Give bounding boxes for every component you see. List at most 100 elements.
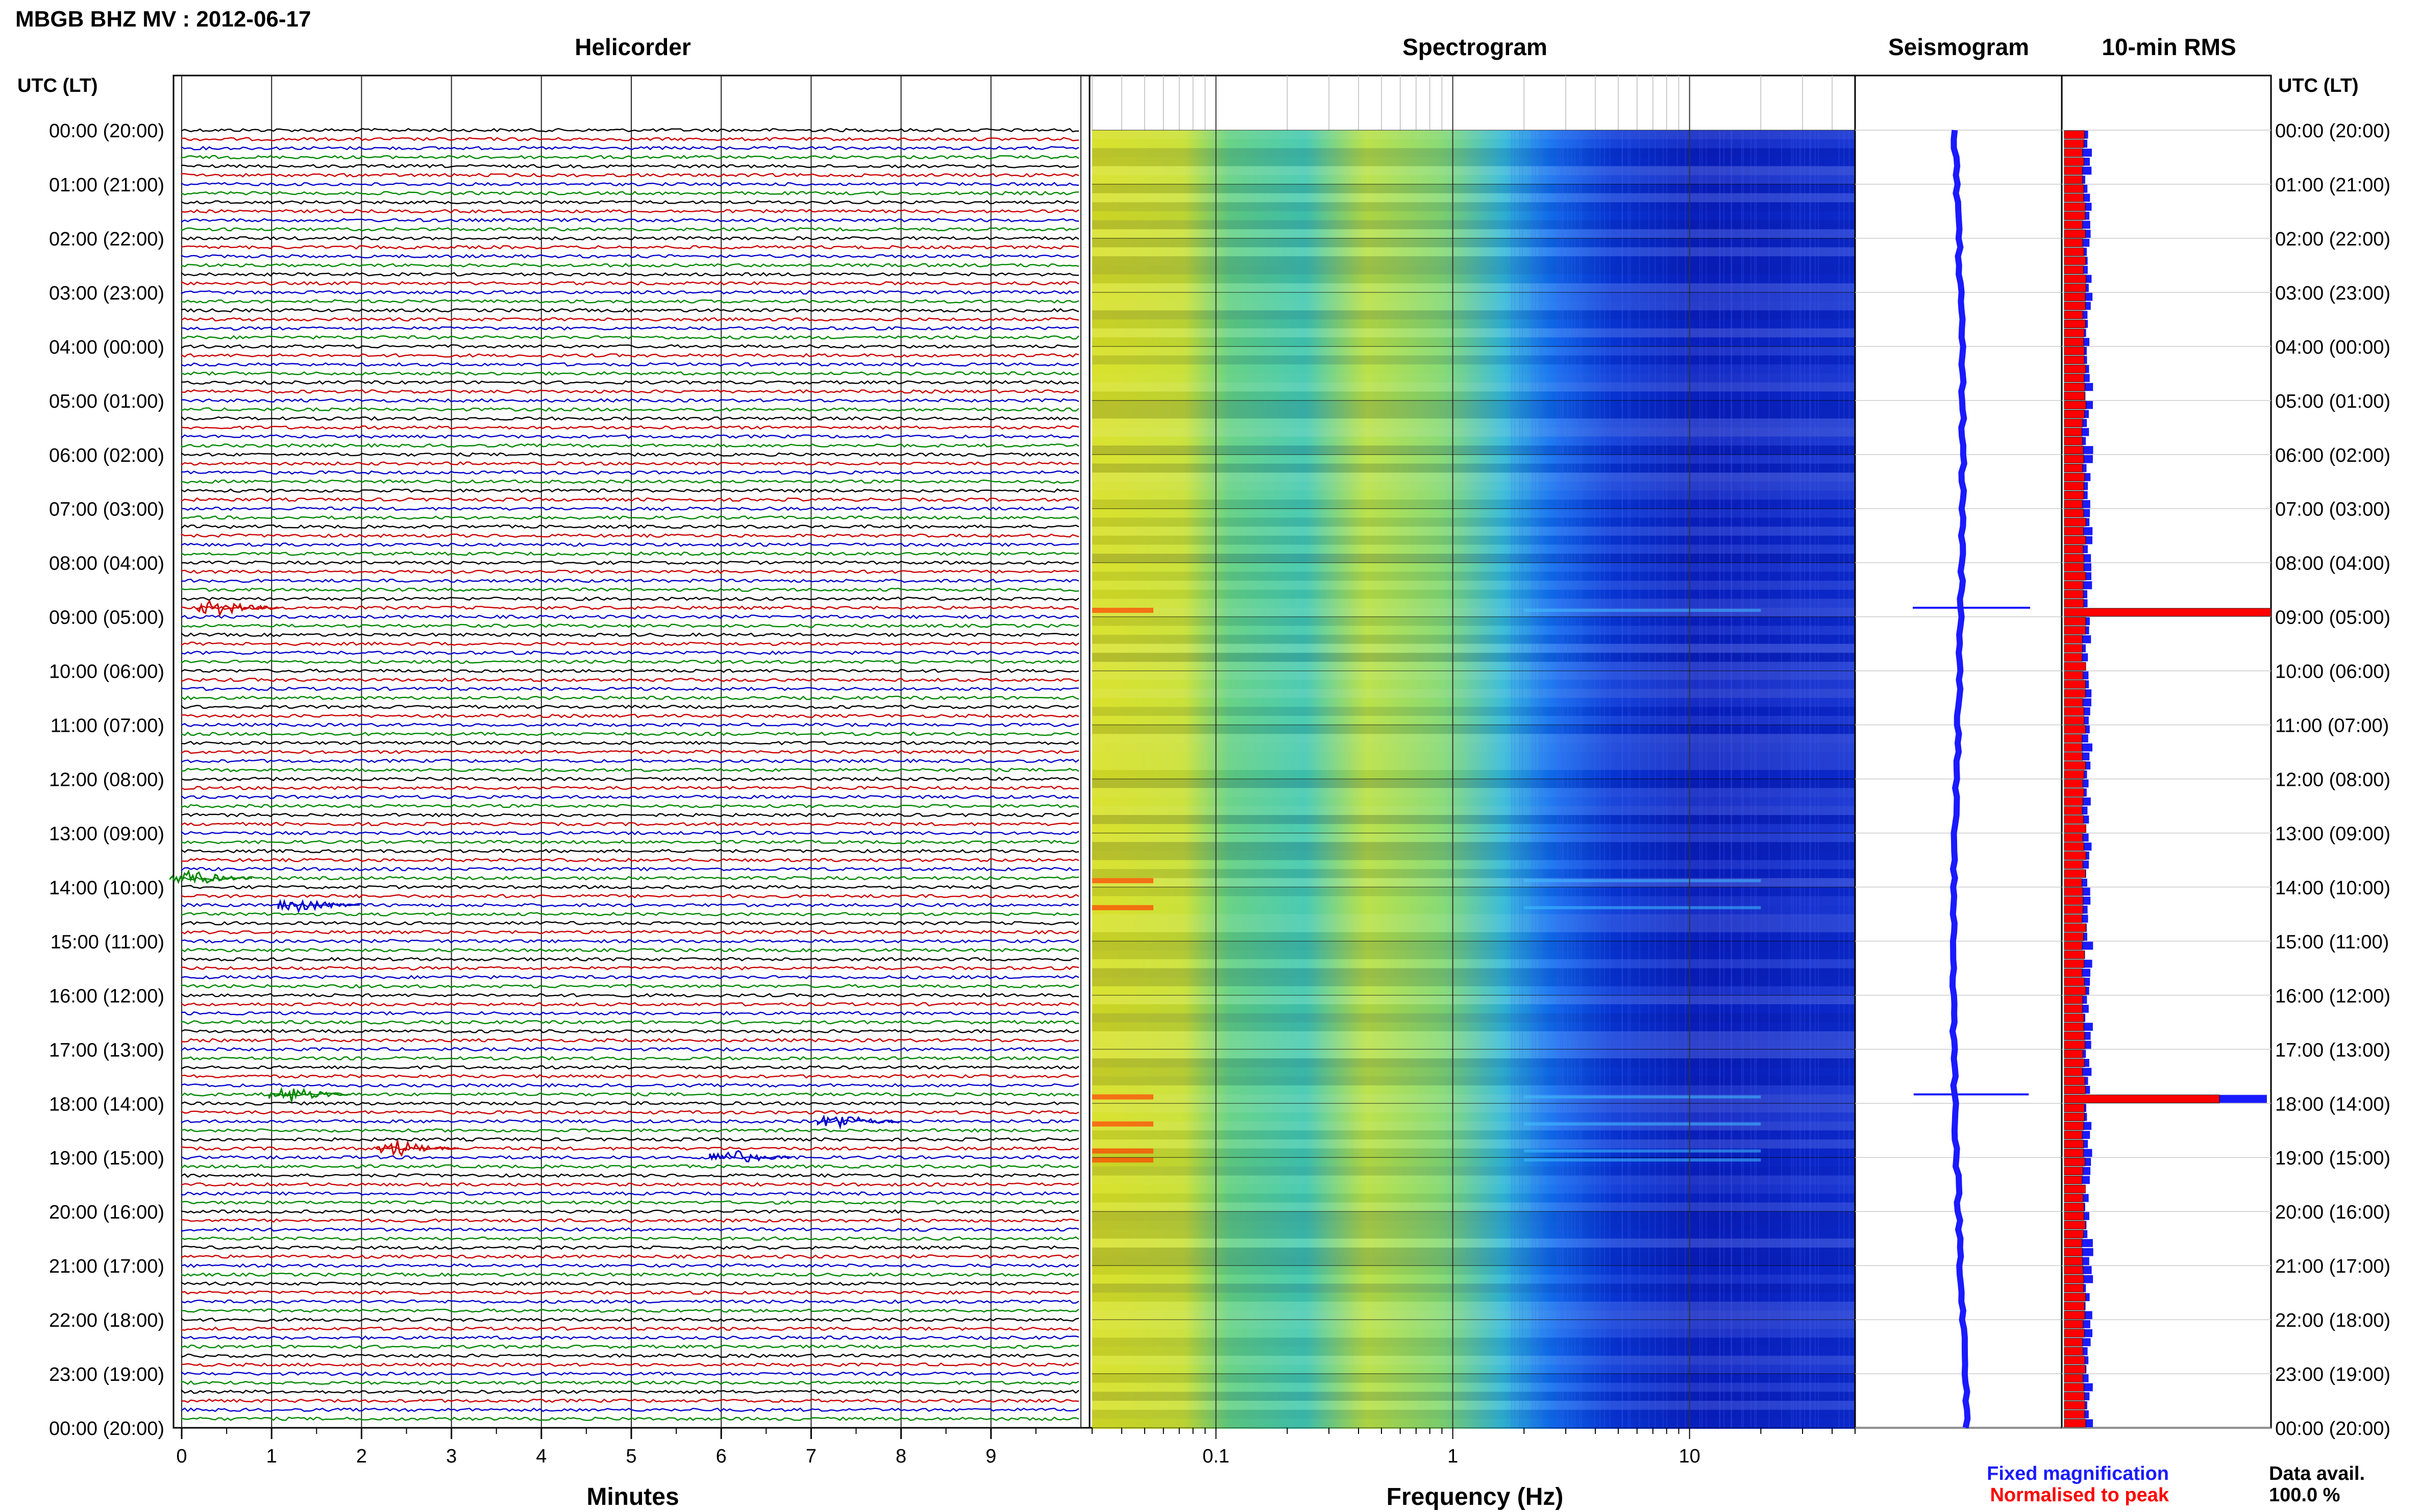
frequency-axis: 0.1 1 10	[1202, 1446, 1700, 1467]
helicorder-trace	[181, 740, 1079, 746]
spectrogram-row	[1092, 1013, 1855, 1023]
rms-bar-normalised	[2064, 914, 2083, 923]
helicorder-trace	[181, 1155, 1079, 1160]
panel-title-seismogram: Seismogram	[1888, 34, 2029, 60]
helicorder-trace	[181, 308, 1079, 313]
spectrogram-row	[1092, 473, 1855, 482]
rms-bar-normalised	[2064, 1095, 2220, 1103]
helicorder-trace	[181, 1209, 1079, 1214]
spectrogram-row	[1092, 779, 1855, 788]
time-label-left: 23:00 (19:00)	[49, 1364, 164, 1385]
spectrogram-row	[1092, 166, 1855, 176]
minute-tick-label: 5	[626, 1446, 636, 1467]
time-label-right: 17:00 (13:00)	[2275, 1039, 2390, 1061]
rms-bar-normalised	[2064, 1139, 2084, 1148]
helicorder-trace	[181, 938, 1079, 944]
spectrogram-row	[1092, 1382, 1855, 1392]
helicorder-trace	[181, 317, 1079, 322]
rms-bar-normalised	[2064, 401, 2086, 409]
rms-bar-normalised	[2064, 356, 2085, 364]
spectrogram-row	[1092, 193, 1855, 203]
spectrogram-event-high	[1524, 879, 1761, 882]
spectrogram-row	[1092, 1220, 1855, 1230]
rms-bar-normalised	[2064, 302, 2086, 310]
spectrogram-event-low	[1092, 1121, 1153, 1127]
rms-bar-normalised	[2064, 464, 2083, 473]
rms-bar-normalised	[2064, 1230, 2084, 1238]
rms-bar-normalised	[2064, 869, 2086, 878]
time-label-right: 08:00 (04:00)	[2275, 553, 2390, 575]
helicorder-trace	[181, 407, 1079, 412]
rms-bar-normalised	[2064, 689, 2086, 698]
spectrogram-row	[1092, 346, 1855, 356]
helicorder-trace	[181, 236, 1079, 241]
rms-bar-normalised	[2064, 1112, 2085, 1121]
rms-bar-normalised	[2064, 1266, 2084, 1275]
rms-bar-normalised	[2064, 788, 2084, 797]
frequency-axis-label: Frequency (Hz)	[1387, 1483, 1564, 1510]
spectrogram-row	[1092, 734, 1855, 743]
time-label-right: 21:00 (17:00)	[2275, 1256, 2390, 1277]
helicorder-traces	[181, 128, 1079, 1421]
spectrogram-row	[1092, 824, 1855, 833]
rms-bar-normalised	[2064, 1275, 2084, 1283]
time-label-right: 02:00 (22:00)	[2275, 229, 2390, 250]
frequency-tick-label: 0.1	[1202, 1446, 1229, 1467]
spectrogram-row	[1092, 256, 1855, 265]
minute-tick-label: 3	[446, 1446, 457, 1467]
helicorder-trace	[181, 659, 1079, 664]
time-label-right: 06:00 (02:00)	[2275, 445, 2390, 466]
helicorder-trace	[181, 686, 1079, 691]
helicorder-trace	[181, 128, 1079, 133]
spectrogram-row	[1092, 797, 1855, 806]
spectrogram-row	[1092, 815, 1855, 824]
time-label-right: 19:00 (15:00)	[2275, 1148, 2390, 1169]
rms-bar-normalised	[2064, 410, 2085, 418]
rms-bar-normalised	[2064, 977, 2085, 986]
rms-bar-normalised	[2064, 391, 2085, 401]
spectrogram-row	[1092, 572, 1855, 581]
helicorder-trace	[181, 560, 1079, 565]
helicorder-trace	[181, 1002, 1079, 1007]
rms-bar-normalised	[2064, 256, 2086, 265]
spectrogram-row	[1092, 599, 1855, 608]
spectrogram-row	[1092, 1274, 1855, 1284]
spectrogram-row	[1092, 959, 1855, 969]
rms-bar-normalised	[2064, 626, 2086, 635]
spectrogram-row	[1092, 400, 1855, 410]
rms-bar-normalised	[2064, 229, 2086, 238]
helicorder-trace	[181, 948, 1079, 953]
helicorder-trace	[181, 605, 1079, 610]
spectrogram-row	[1092, 229, 1855, 238]
time-label-right: 07:00 (03:00)	[2275, 499, 2390, 520]
helicorder-trace	[181, 776, 1079, 781]
rms-bar-normalised	[2064, 184, 2084, 193]
spectrogram-row	[1092, 661, 1855, 671]
rms-bar-normalised	[2064, 779, 2083, 788]
helicorder-trace	[181, 857, 1079, 863]
spectrogram-row	[1092, 788, 1855, 797]
rms-bar-normalised	[2064, 482, 2084, 490]
rms-bar-normalised	[2064, 374, 2085, 382]
rms-bar-normalised	[2064, 860, 2083, 869]
spectrogram-row	[1092, 283, 1855, 292]
rms-bar-normalised	[2064, 950, 2085, 959]
helicorder-event	[709, 1150, 792, 1162]
time-label-left: 20:00 (16:00)	[49, 1202, 164, 1223]
rms-bar-normalised	[2064, 1310, 2085, 1320]
time-label-left: 15:00 (11:00)	[51, 931, 164, 953]
spectrogram-row	[1092, 1347, 1855, 1356]
seismogram-gridlines	[1855, 130, 2062, 1428]
rms-bar-normalised	[2064, 1347, 2084, 1356]
data-availability-label: Data avail.	[2269, 1463, 2365, 1484]
helicorder-trace	[181, 434, 1079, 439]
helicorder-trace	[181, 1344, 1079, 1349]
spectrogram-row	[1092, 761, 1855, 770]
spectrogram-row	[1092, 1247, 1855, 1257]
helicorder-trace	[181, 335, 1079, 340]
helicorder-trace	[181, 965, 1079, 971]
helicorder-trace	[181, 668, 1079, 673]
helicorder-trace	[181, 1029, 1079, 1034]
rms-bar-normalised	[2064, 1283, 2084, 1293]
